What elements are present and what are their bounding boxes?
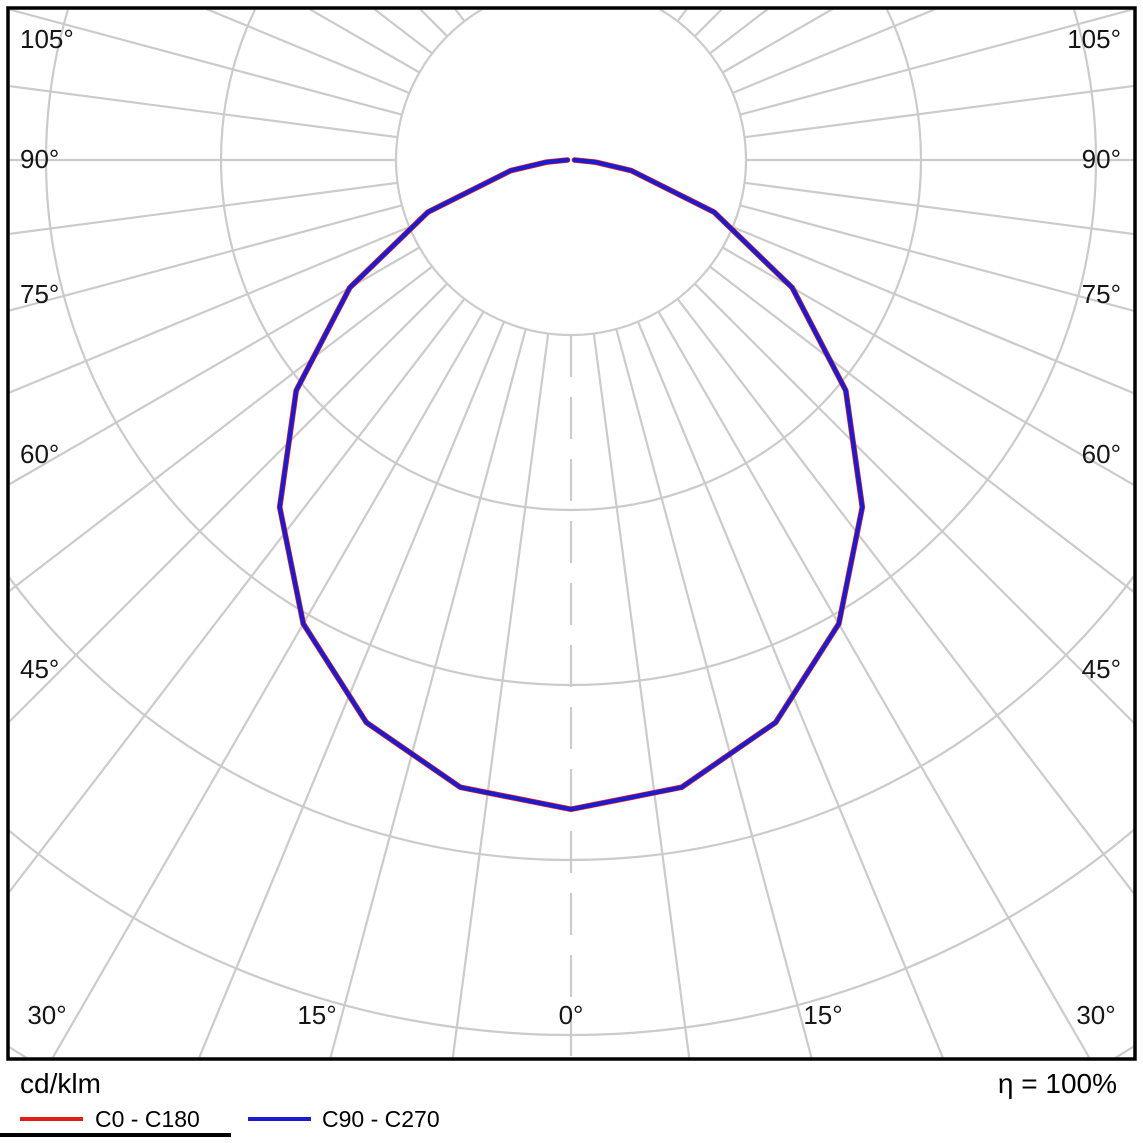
axis-label-bottom-15r: 15° xyxy=(803,1000,843,1030)
axis-label-right-45: 45° xyxy=(1081,654,1121,684)
axis-label-right-105: 105° xyxy=(1067,24,1121,54)
axis-label-bottom-15l: 15° xyxy=(297,1000,337,1030)
axis-label-left-105: 105° xyxy=(20,24,74,54)
axis-label-left-45: 45° xyxy=(20,654,60,684)
axis-label-right-75: 75° xyxy=(1081,279,1121,309)
axis-label-right-60: 60° xyxy=(1081,439,1121,469)
legend-line-c90-c270 xyxy=(248,1117,311,1121)
legend-line-c0-c180 xyxy=(20,1117,83,1121)
axis-label-left-60: 60° xyxy=(20,439,60,469)
efficiency-label: η = 100% xyxy=(997,1068,1117,1099)
axis-label-right-90: 90° xyxy=(1081,144,1121,174)
axis-label-bottom-0: 0° xyxy=(558,1000,584,1030)
axis-label-bottom-30r: 30° xyxy=(1076,1000,1116,1030)
legend-label-c90-c270: C90 - C270 xyxy=(322,1106,440,1132)
curve-C90-C270 xyxy=(277,157,865,812)
axis-label-left-75: 75° xyxy=(20,279,60,309)
axis-label-left-90: 90° xyxy=(20,144,60,174)
chart-frame xyxy=(6,6,1137,1061)
legend-label-c0-c180: C0 - C180 xyxy=(95,1106,200,1132)
unit-label: cd/klm xyxy=(20,1068,101,1099)
axis-label-bottom-30l: 30° xyxy=(27,1000,67,1030)
footer-divider xyxy=(0,1133,231,1137)
